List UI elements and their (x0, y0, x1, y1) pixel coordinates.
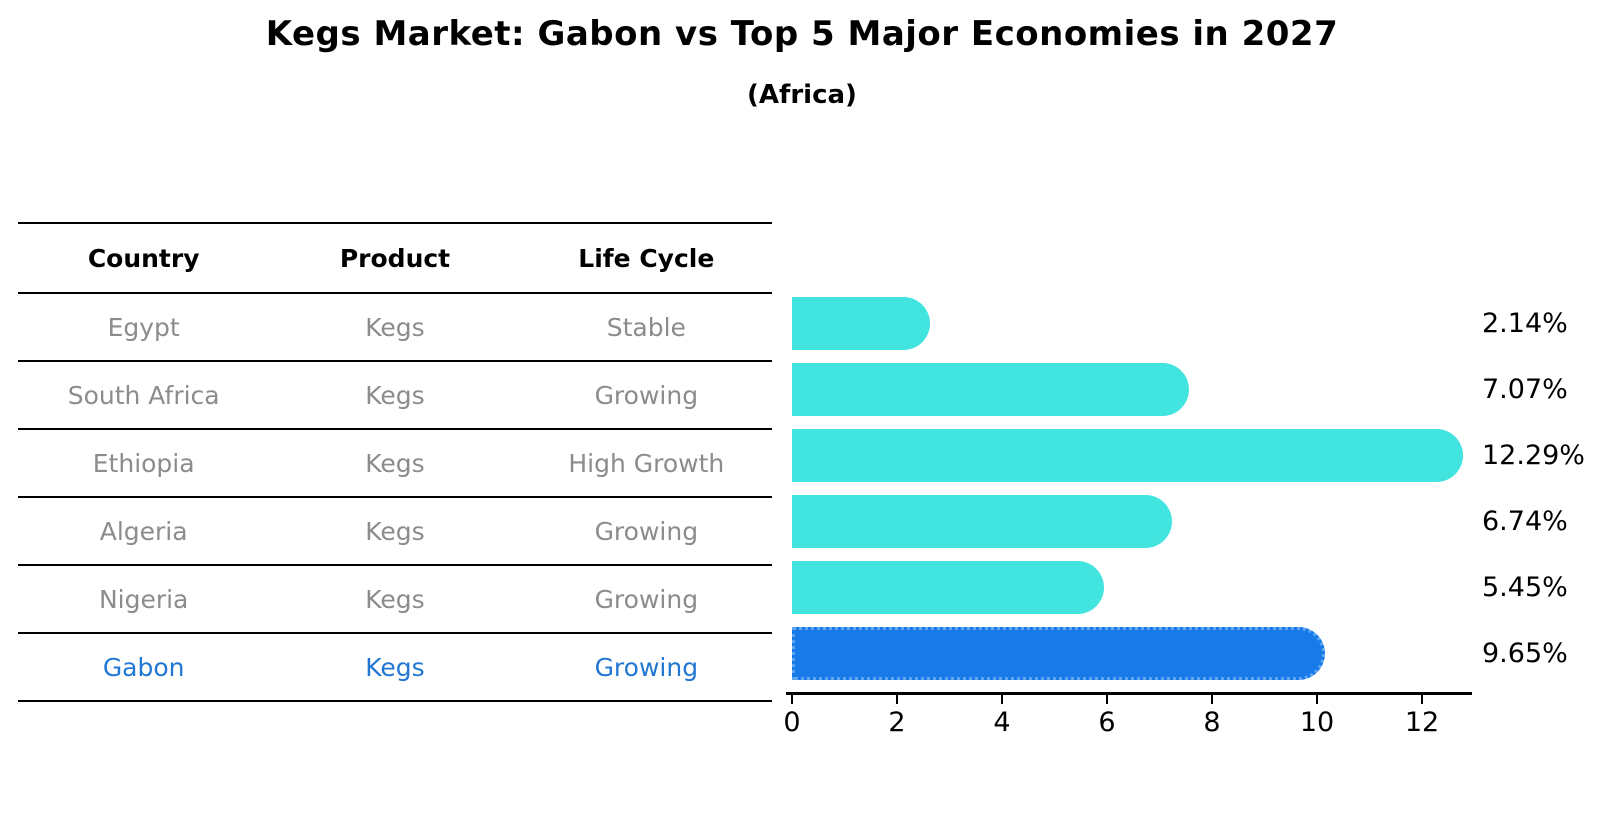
cell-life-cycle: Growing (594, 652, 699, 682)
cell-product: Kegs (365, 448, 425, 478)
x-axis-line (786, 692, 1472, 695)
cell-life-cycle: Stable (606, 312, 686, 342)
bar-south-africa (792, 363, 1190, 416)
x-axis-tick (1211, 695, 1213, 704)
x-axis-tick-label: 2 (888, 707, 906, 738)
cell-country: Nigeria (98, 584, 189, 614)
x-axis-tick-label: 6 (1098, 707, 1116, 738)
country-table: Country Product Life Cycle Egypt Kegs St… (18, 222, 772, 702)
chart-subtitle: (Africa) (747, 80, 857, 110)
x-axis-tick (1106, 695, 1108, 704)
bar-value-label: 7.07% (1482, 374, 1568, 405)
table-row: Algeria Kegs Growing (18, 498, 772, 566)
cell-product: Kegs (365, 516, 425, 546)
x-axis-tick-label: 0 (783, 707, 801, 738)
x-axis-tick-label: 10 (1299, 707, 1335, 738)
cell-product: Kegs (365, 652, 425, 682)
table-row-gabon: Gabon Kegs Growing (18, 634, 772, 702)
bar-ethiopia (792, 429, 1464, 482)
x-axis-tick (1001, 695, 1003, 704)
cell-country: Gabon (102, 652, 185, 682)
cell-product: Kegs (365, 312, 425, 342)
cell-country: Ethiopia (92, 448, 195, 478)
bar-gabon (792, 627, 1325, 680)
table-header-row: Country Product Life Cycle (18, 222, 772, 294)
bar-value-label: 9.65% (1482, 638, 1568, 669)
x-axis-tick (1316, 695, 1318, 704)
bar-egypt (792, 297, 931, 350)
col-header-country: Country (87, 243, 200, 273)
x-axis-tick-label: 8 (1203, 707, 1221, 738)
cell-country: Algeria (99, 516, 188, 546)
chart-title: Kegs Market: Gabon vs Top 5 Major Econom… (265, 14, 1339, 54)
cell-country: South Africa (67, 380, 220, 410)
cell-life-cycle: High Growth (568, 448, 725, 478)
cell-life-cycle: Growing (594, 380, 699, 410)
col-header-product: Product (339, 243, 451, 273)
bar-value-label: 12.29% (1482, 440, 1585, 471)
cell-product: Kegs (365, 584, 425, 614)
table-row: Nigeria Kegs Growing (18, 566, 772, 634)
bar-value-label: 5.45% (1482, 572, 1568, 603)
bar-nigeria (792, 561, 1105, 614)
table-row: Ethiopia Kegs High Growth (18, 430, 772, 498)
col-header-life-cycle: Life Cycle (578, 243, 715, 273)
x-axis-tick (791, 695, 793, 704)
cell-life-cycle: Growing (594, 584, 699, 614)
x-axis-tick (1421, 695, 1423, 704)
table-row: Egypt Kegs Stable (18, 294, 772, 362)
x-axis-tick-label: 4 (993, 707, 1011, 738)
bar-value-label: 2.14% (1482, 308, 1568, 339)
cell-country: Egypt (107, 312, 180, 342)
bar-value-label: 6.74% (1482, 506, 1568, 537)
bar-algeria (792, 495, 1172, 548)
table-row: South Africa Kegs Growing (18, 362, 772, 430)
x-axis-tick-label: 12 (1404, 707, 1440, 738)
cell-product: Kegs (365, 380, 425, 410)
cell-life-cycle: Growing (594, 516, 699, 546)
x-axis-tick (896, 695, 898, 704)
